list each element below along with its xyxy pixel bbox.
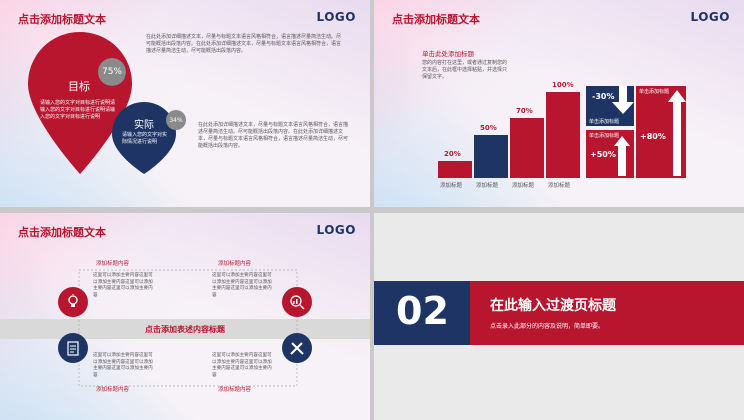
section-subtext: 点击录入此部分的内容及说明，简单即要。 bbox=[490, 323, 605, 330]
icon-circle-3 bbox=[58, 333, 88, 363]
actual-label: 实际 bbox=[134, 120, 154, 131]
arrow-up-icon bbox=[668, 90, 686, 176]
increase-percent-large: +80% bbox=[640, 132, 666, 141]
box-1-label: 单击添加标题 bbox=[589, 119, 620, 125]
bar-value-label: 100% bbox=[552, 81, 574, 89]
decrease-percent: -30% bbox=[592, 92, 615, 101]
actual-text: 请输入您的文字对实际情况进行说明 bbox=[122, 132, 168, 145]
box-3-label: 单击添加标题 bbox=[639, 89, 670, 95]
slide-4[interactable]: 02 在此输入过渡页标题 点击录入此部分的内容及说明，简单即要。 bbox=[374, 213, 744, 420]
slide-title: 点击添加标题文本 bbox=[18, 226, 106, 239]
bar-4 bbox=[546, 92, 580, 178]
bar-1 bbox=[438, 161, 472, 178]
tools-icon bbox=[290, 342, 304, 355]
icon-circle-4 bbox=[282, 333, 312, 363]
bar-category-label: 添加标题 bbox=[548, 183, 571, 189]
increase-percent-small: +50% bbox=[590, 150, 616, 159]
section-heading: 在此输入过渡页标题 bbox=[490, 298, 616, 314]
slide-title: 点击添加标题文本 bbox=[392, 13, 480, 26]
bar-category-label: 添加标题 bbox=[476, 183, 499, 189]
lightbulb-icon bbox=[68, 294, 78, 307]
description-paragraph-1: 在此处添加详细描述文本，尽量与标题文本语言风格相符合，语言描述尽量简洁生动。尽可… bbox=[146, 34, 342, 54]
bar-chart: 20% 添加标题 50% 添加标题 70% 添加标题 100% 添加标题 bbox=[374, 0, 744, 207]
logo: LOGO bbox=[690, 10, 730, 24]
section-text-1: 这里可以添加主要内容这里可以添加主要内容这里可以添加主要内容这里可以添加主要内容 bbox=[93, 273, 153, 298]
section-label-2: 添加标题内容 bbox=[218, 261, 252, 267]
bar-3 bbox=[510, 118, 544, 178]
search-chart-icon bbox=[290, 295, 305, 310]
arrow-up-icon bbox=[614, 136, 630, 176]
slide-3[interactable]: 点击添加标题文本 LOGO 点击添加表述内容标题 添加标题内容 这里可以添加主要… bbox=[0, 213, 370, 420]
section-text-2: 这里可以添加主要内容这里可以添加主要内容这里可以添加主要内容这里可以添加主要内容 bbox=[212, 273, 272, 298]
bar-value-label: 20% bbox=[444, 150, 461, 158]
logo: LOGO bbox=[316, 223, 356, 237]
dotted-frame bbox=[78, 269, 298, 387]
arrow-down-icon bbox=[612, 86, 634, 114]
actual-drop-shape bbox=[112, 102, 176, 174]
bar-category-label: 添加标题 bbox=[440, 183, 463, 189]
goal-text: 请输入您的文字对目标进行说明请输入您的文字对目标进行说明请输入您的文字对目标进行… bbox=[40, 100, 116, 120]
sub-title: 单击此处添加标题 bbox=[422, 50, 474, 58]
slide-2[interactable]: 点击添加标题文本 LOGO 单击此处添加标题 您的内容打在这里，或者通过复制您的… bbox=[374, 0, 744, 207]
bar-category-label: 添加标题 bbox=[512, 183, 535, 189]
logo: LOGO bbox=[316, 10, 356, 24]
section-text-3: 这里可以添加主要内容这里可以添加主要内容这里可以添加主要内容这里可以添加主要内容 bbox=[93, 353, 153, 378]
bar-value-label: 50% bbox=[480, 124, 497, 132]
box-4-label: 单击添加标题 bbox=[589, 133, 620, 139]
number-block bbox=[374, 281, 470, 345]
bar-value-label: 70% bbox=[516, 107, 533, 115]
clipboard-icon bbox=[67, 341, 79, 356]
icon-circle-2 bbox=[282, 287, 312, 317]
slide-title: 点击添加标题文本 bbox=[18, 13, 106, 26]
center-band bbox=[0, 319, 370, 339]
description-paragraph-2: 在此处添加详细描述文本，尽量与标题文本语言风格相符合，语言描述尽量简洁生动。尽可… bbox=[198, 122, 349, 149]
slide-background bbox=[0, 0, 370, 207]
bar-2 bbox=[474, 135, 508, 178]
section-label-1: 添加标题内容 bbox=[96, 261, 130, 267]
section-label-3: 添加标题内容 bbox=[96, 387, 130, 393]
sub-text: 您的内容打在这里，或者通过复制您的文本后，在此框中选择粘贴，并选择只保留文字。 bbox=[422, 60, 508, 80]
actual-percent-badge: 34% bbox=[166, 110, 186, 130]
slide-background bbox=[0, 213, 370, 420]
icon-circle-1 bbox=[58, 287, 88, 317]
goal-percent-badge: 75% bbox=[98, 58, 126, 86]
section-label-4: 添加标题内容 bbox=[218, 387, 252, 393]
slide-1[interactable]: 点击添加标题文本 LOGO 目标 请输入您的文字对目标进行说明请输入您的文字对目… bbox=[0, 0, 370, 207]
section-text-4: 这里可以添加主要内容这里可以添加主要内容这里可以添加主要内容这里可以添加主要内容 bbox=[212, 353, 272, 378]
section-number: 02 bbox=[396, 289, 449, 333]
goal-label: 目标 bbox=[68, 80, 90, 93]
center-title: 点击添加表述内容标题 bbox=[145, 325, 225, 334]
